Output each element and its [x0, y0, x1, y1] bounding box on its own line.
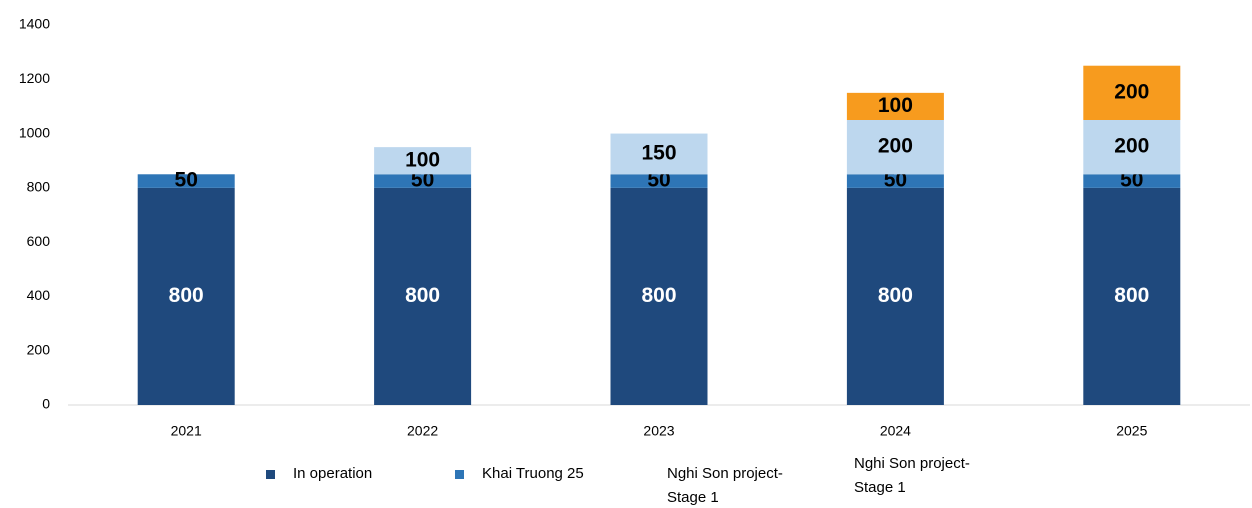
bar-segment — [846, 187, 944, 405]
bar-segment — [374, 174, 472, 188]
bar-segment — [846, 92, 944, 120]
bar-segment — [610, 187, 708, 405]
legend-label: Nghi Son project-Stage 1 — [667, 465, 783, 506]
data-label: 800 — [405, 284, 440, 307]
bar-segment — [1083, 174, 1181, 188]
y-tick-label: 1200 — [19, 70, 50, 86]
data-label: 200 — [1114, 80, 1149, 103]
bar-segment — [846, 120, 944, 175]
x-tick-label: 2025 — [1116, 423, 1147, 439]
bar-segment — [610, 174, 708, 188]
legend-item: Khai Truong 25 — [455, 462, 632, 486]
bar-segment — [137, 174, 235, 188]
legend-swatch — [827, 472, 836, 481]
data-label: 150 — [641, 141, 676, 164]
data-label: 800 — [878, 284, 913, 307]
legend-swatch — [455, 469, 464, 479]
y-tick-label: 1400 — [19, 16, 50, 32]
bar-segment — [1083, 187, 1181, 405]
data-label: 800 — [1114, 284, 1149, 307]
legend-label: In operation — [293, 465, 373, 482]
legend-label: Nghi Son project-Stage 1 — [854, 455, 970, 496]
x-tick-label: 2021 — [171, 423, 202, 439]
x-tick-label: 2022 — [407, 423, 438, 439]
legend-swatch — [640, 482, 649, 491]
bar-segment — [1083, 65, 1181, 120]
data-label: 50 — [884, 169, 907, 192]
data-label: 200 — [878, 135, 913, 158]
y-tick-label: 800 — [27, 179, 51, 195]
bar-segment — [137, 187, 235, 405]
bar-segment — [846, 174, 944, 188]
y-tick-label: 200 — [27, 341, 51, 357]
x-tick-label: 2024 — [880, 423, 911, 439]
bar-segment — [610, 133, 708, 175]
data-label: 50 — [647, 169, 670, 192]
data-label: 50 — [411, 169, 434, 192]
data-label: 800 — [169, 284, 204, 307]
data-label: 200 — [1114, 135, 1149, 158]
bar-segment — [374, 187, 472, 405]
y-tick-label: 400 — [27, 287, 51, 303]
y-tick-label: 1000 — [19, 124, 50, 140]
bar-segment — [1083, 120, 1181, 175]
data-label: 800 — [641, 284, 676, 307]
bar-segment — [374, 147, 472, 175]
legend-item: Nghi Son project-Stage 1 — [827, 452, 1004, 500]
legend-label: Khai Truong 25 — [482, 465, 584, 482]
legend-item: In operation — [266, 462, 443, 486]
x-tick-label: 2023 — [643, 423, 674, 439]
data-label: 100 — [405, 148, 440, 171]
legend-swatch — [266, 469, 275, 479]
data-label: 100 — [878, 94, 913, 117]
y-tick-label: 600 — [27, 233, 51, 249]
data-label: 50 — [1120, 169, 1143, 192]
data-label: 50 — [175, 169, 198, 192]
y-tick-label: 0 — [42, 396, 50, 412]
legend-item: Nghi Son project-Stage 1 — [640, 462, 817, 508]
